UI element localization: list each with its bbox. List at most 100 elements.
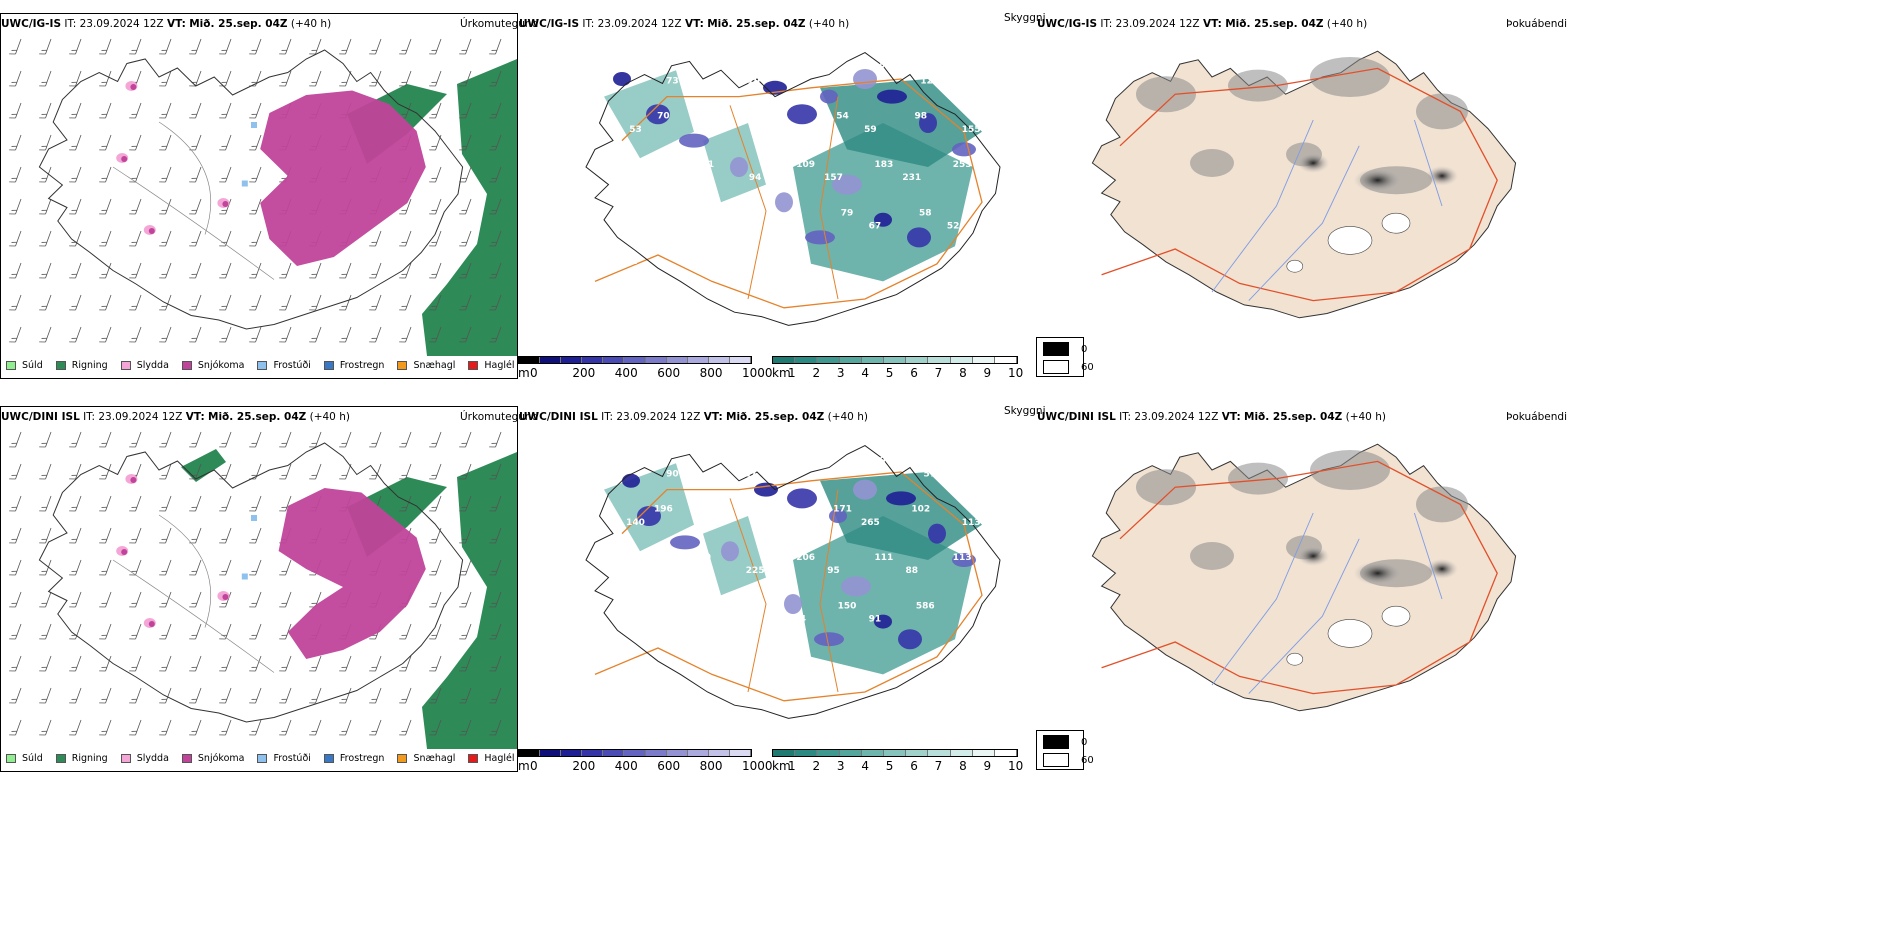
wind-barb-flag — [69, 149, 76, 151]
legend-item: Haglél — [468, 360, 515, 371]
cloud-base-cell — [805, 230, 835, 245]
wind-barb-staff — [15, 262, 22, 279]
legend-item: Frostúði — [257, 753, 311, 764]
wind-barb-staff — [255, 166, 262, 183]
wind-barb-flag — [219, 245, 226, 247]
wind-barb-flag — [489, 702, 496, 704]
wind-barb — [69, 166, 82, 183]
cloud-base-label: 94 — [662, 208, 675, 218]
wind-barb-flag — [311, 698, 317, 700]
wind-barb-flag — [39, 245, 46, 247]
wind-barb-staff — [45, 230, 52, 247]
fog-legend-label: 60 — [1081, 361, 1094, 373]
colorbar-segment — [561, 357, 583, 363]
wind-barb-staff — [405, 294, 412, 311]
wind-barb-staff — [75, 70, 82, 87]
colorbar-tick-label: 200 — [572, 759, 596, 773]
wind-barb-flag — [69, 53, 76, 55]
wind-barb-flag — [429, 702, 436, 704]
wind-barb-flag — [71, 337, 77, 339]
wind-barb-flag — [431, 305, 437, 307]
terrain-contour — [112, 559, 275, 673]
wind-barb-flag — [369, 638, 376, 640]
cloud-base-label: 78 — [951, 63, 964, 73]
wind-barb-flag — [71, 474, 77, 476]
wind-barb-flag — [249, 213, 256, 215]
wind-barb-staff — [465, 431, 472, 448]
wind-barb-staff — [195, 527, 202, 544]
wind-barb-flag — [429, 149, 436, 151]
wind-barb — [399, 719, 412, 736]
map-frame — [0, 406, 518, 772]
colorbar-unit: m — [518, 759, 530, 773]
wind-barb-flag — [189, 181, 196, 183]
wind-barb — [129, 527, 142, 544]
wind-barb-flag — [249, 670, 256, 672]
wind-barb-flag — [221, 474, 227, 476]
colorbar-tick-label: 3 — [836, 759, 845, 773]
wind-barb — [249, 591, 262, 608]
wind-barb-flag — [281, 49, 287, 51]
wind-barb — [219, 431, 232, 448]
colorbar-segment — [795, 750, 818, 756]
cloud-base-label: 67 — [873, 63, 886, 73]
wind-barb-flag — [489, 734, 496, 736]
colorbar-segment — [603, 750, 625, 756]
cloud-base-cell — [853, 479, 877, 500]
wind-barb-staff — [45, 431, 52, 448]
wind-barb-staff — [195, 38, 202, 55]
wind-barb-flag — [489, 213, 496, 215]
colorbar-tick-label: 1 — [788, 759, 796, 773]
wind-barb-staff — [405, 719, 412, 736]
panel-header: UWC/IG-IS IT: 23.09.2024 12Z VT: Mið. 25… — [1, 18, 332, 30]
wind-barb-staff — [255, 326, 262, 343]
wind-barb — [189, 326, 202, 343]
wind-barb — [189, 134, 202, 151]
wind-barb-staff — [225, 559, 232, 576]
cloud-base-label: 54 — [836, 112, 849, 122]
wind-barb-flag — [129, 638, 136, 640]
cloud-base-cell — [637, 506, 661, 526]
wind-barb-flag — [399, 309, 406, 311]
wind-barb-flag — [99, 446, 106, 448]
cloud-base-label: 107 — [617, 553, 636, 563]
wind-barb-flag — [9, 510, 16, 512]
wind-barb-flag — [161, 570, 167, 572]
wind-barb-flag — [129, 213, 136, 215]
wind-barb-staff — [75, 559, 82, 576]
wind-barb-flag — [459, 478, 466, 480]
wind-barb-flag — [341, 698, 347, 700]
cloud-base-label: 122 — [783, 125, 802, 135]
wind-barb-flag — [39, 181, 46, 183]
wind-barb-flag — [131, 634, 137, 636]
wind-barb-staff — [135, 623, 142, 640]
wind-barb-flag — [401, 49, 407, 51]
wind-barb — [99, 102, 112, 119]
wind-barb — [399, 326, 412, 343]
wind-barb-staff — [405, 262, 412, 279]
wind-barb-flag — [219, 213, 226, 215]
wind-barb-staff — [135, 495, 142, 512]
wind-barb-flag — [461, 442, 467, 444]
wind-barb — [219, 559, 232, 576]
wind-barb-flag — [11, 698, 17, 700]
wind-barb-staff — [495, 38, 502, 55]
wind-barb-flag — [159, 117, 166, 119]
cloud-base-label: 183 — [875, 160, 894, 170]
legend-label: Snæhagl — [413, 753, 456, 764]
wind-barb — [129, 495, 142, 512]
wind-barb-flag — [401, 698, 407, 700]
colorbar-tick-label: 8 — [959, 759, 967, 773]
wind-barb-staff — [165, 166, 172, 183]
fog-index-area — [1310, 450, 1390, 490]
wind-barb-flag — [189, 734, 196, 736]
wind-barb — [429, 262, 442, 279]
wind-barb-flag — [99, 574, 106, 576]
wind-barb-flag — [459, 702, 466, 704]
legend-swatch — [181, 361, 192, 370]
cloud-base-label: 98 — [915, 112, 928, 122]
wind-barb-flag — [339, 85, 346, 87]
legend-label: Snjókoma — [197, 753, 245, 764]
wind-barb-staff — [255, 655, 262, 672]
legend-label: Slydda — [136, 753, 169, 764]
